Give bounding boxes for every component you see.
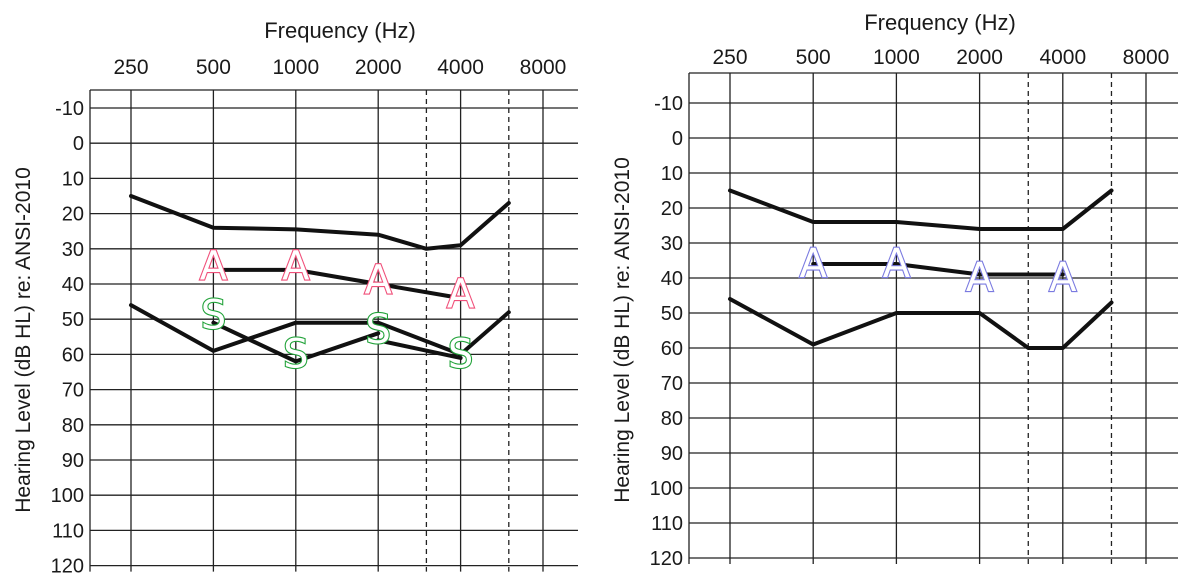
audiogram-left: Frequency (Hz) Hearing Level (dB HL) re: … <box>0 0 580 579</box>
marker-a: A <box>365 257 393 303</box>
x-tick-label: 2000 <box>956 46 1003 69</box>
marker-a: A <box>800 241 828 287</box>
y-tick-label: 90 <box>62 450 84 472</box>
marker-s: S <box>448 331 473 377</box>
y-tick-label: 0 <box>672 128 683 150</box>
x-tick-label: 4000 <box>437 56 484 79</box>
marker-s: S <box>283 331 308 377</box>
y-axis-label: Hearing Level (dB HL) re: ANSI-2010 <box>611 157 634 503</box>
marker-a: A <box>447 272 475 318</box>
y-tick-label: 60 <box>661 338 683 360</box>
y-tick-label: 80 <box>661 408 683 430</box>
y-tick-label: -10 <box>55 98 84 120</box>
marker-s: S <box>201 293 226 339</box>
x-tick-label: 250 <box>113 56 148 79</box>
y-tick-label: 40 <box>62 274 84 296</box>
audiogram-right: Frequency (Hz) Hearing Level (dB HL) re: … <box>594 0 1178 579</box>
x-tick-label: 8000 <box>520 56 567 79</box>
x-tick-label: 500 <box>796 46 831 69</box>
y-tick-label: 50 <box>661 303 683 325</box>
x-tick-label: 250 <box>712 46 747 69</box>
y-tick-label: 110 <box>52 520 84 542</box>
boundary-line <box>813 264 1063 275</box>
chart-title: Frequency (Hz) <box>264 18 416 43</box>
y-tick-label: 70 <box>661 373 683 395</box>
y-tick-label: 20 <box>62 204 84 226</box>
y-tick-label: 30 <box>661 233 683 255</box>
y-tick-label: 10 <box>661 163 683 185</box>
marker-s: S <box>366 307 391 353</box>
y-tick-label: 10 <box>62 168 84 190</box>
y-tick-label: 40 <box>661 268 683 290</box>
marker-a: A <box>883 241 911 287</box>
x-tick-label: 8000 <box>1123 46 1170 69</box>
x-tick-label: 4000 <box>1039 46 1086 69</box>
chart-title: Frequency (Hz) <box>864 10 1016 35</box>
boundary-line <box>730 299 1112 348</box>
y-axis-label: Hearing Level (dB HL) re: ANSI-2010 <box>12 167 35 513</box>
x-tick-label: 2000 <box>355 56 402 79</box>
y-tick-label: 50 <box>62 309 84 331</box>
audiogram-chart-right: Frequency (Hz) Hearing Level (dB HL) re: … <box>594 0 1178 579</box>
y-tick-label: 120 <box>51 556 84 578</box>
x-tick-label: 1000 <box>873 46 920 69</box>
marker-a: A <box>1049 255 1077 301</box>
marker-a: A <box>966 255 994 301</box>
y-tick-label: 110 <box>651 513 683 535</box>
x-tick-label: 1000 <box>272 56 319 79</box>
x-tick-label: 500 <box>196 56 231 79</box>
marker-a: A <box>200 243 228 289</box>
y-tick-label: 80 <box>62 415 84 437</box>
y-tick-label: -10 <box>654 93 683 115</box>
y-tick-label: 120 <box>650 548 683 570</box>
y-tick-label: 20 <box>661 198 683 220</box>
y-tick-label: 100 <box>650 478 683 500</box>
y-tick-label: 70 <box>62 380 84 402</box>
y-tick-label: 90 <box>661 443 683 465</box>
boundary-line <box>730 191 1112 230</box>
y-tick-label: 60 <box>62 344 84 366</box>
boundary-line <box>131 196 509 249</box>
marker-a: A <box>282 243 310 289</box>
y-tick-label: 100 <box>51 485 84 507</box>
y-tick-label: 0 <box>73 133 84 155</box>
audiogram-chart-left: Frequency (Hz) Hearing Level (dB HL) re: … <box>0 0 580 579</box>
y-tick-label: 30 <box>62 239 84 261</box>
